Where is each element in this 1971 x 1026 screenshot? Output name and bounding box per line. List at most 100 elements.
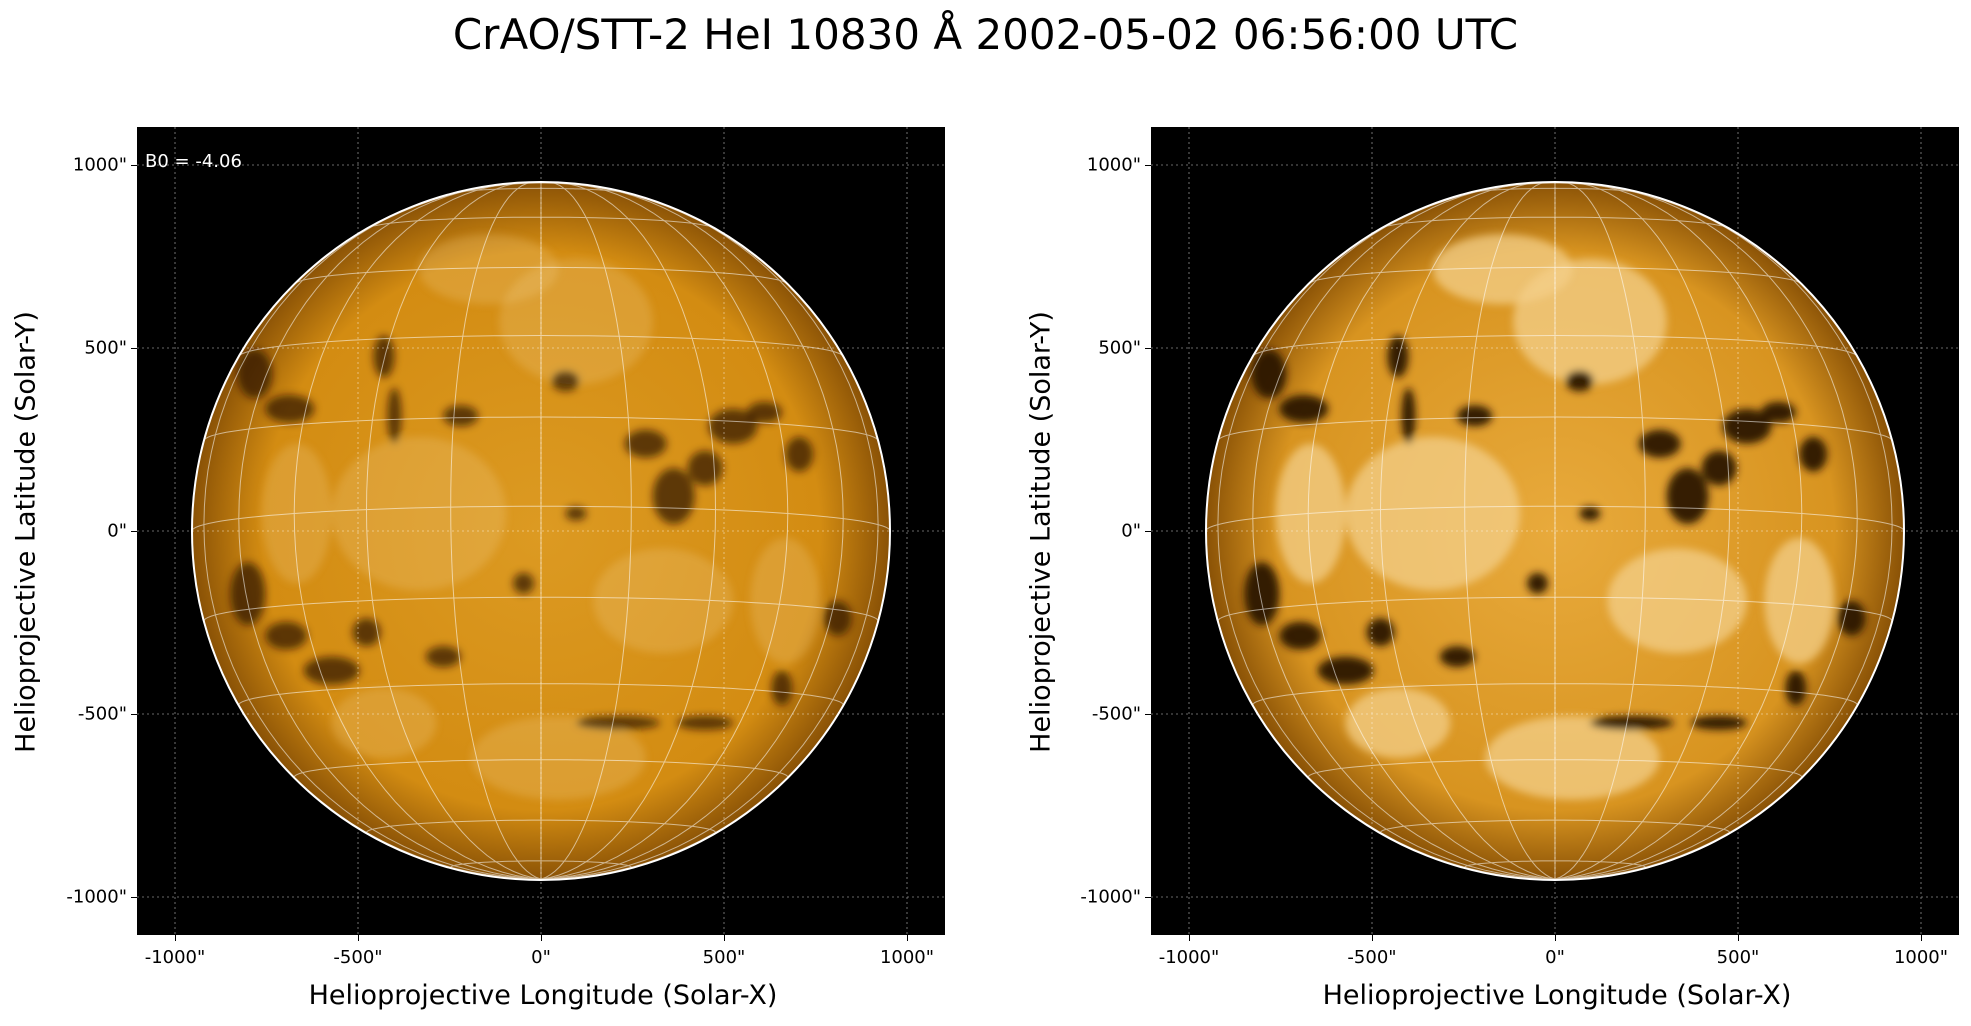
right-longitude-line (1307, 181, 1556, 880)
right-longitude-line (1554, 181, 1803, 880)
right-y-tick-label: 1000" (1086, 154, 1141, 176)
left-dark-filament (513, 572, 535, 594)
right-bright-region (1345, 436, 1521, 591)
right-solar-image (1151, 127, 1959, 935)
left-dark-filament (265, 394, 315, 423)
right-dark-filament (1366, 618, 1395, 647)
right-x-tick-mark (1920, 935, 1922, 941)
figure-title: CrAO/STT-2 HeI 10830 Å 2002-05-02 06:56:… (452, 10, 1519, 59)
right-dark-filament (1589, 715, 1674, 730)
left-dark-filament (823, 600, 852, 636)
left-y-tick-label: -1000" (66, 886, 127, 908)
left-dark-filament (265, 621, 308, 650)
left-y-tick-mark (131, 164, 137, 166)
left-bright-region (331, 436, 507, 591)
left-y-tick-mark (131, 713, 137, 715)
right-dark-filament (1527, 572, 1549, 594)
left-bright-region (593, 548, 733, 654)
right-longitude-line (1252, 182, 1556, 880)
right-dark-filament (1691, 715, 1747, 730)
left-dark-filament (624, 429, 667, 458)
right-bright-region (1345, 688, 1451, 758)
right-dark-filament (1799, 436, 1828, 472)
left-dark-filament (237, 349, 273, 399)
left-longitude-line (293, 181, 542, 880)
left-x-tick-mark (540, 935, 542, 941)
left-y-tick-label: 0" (107, 520, 127, 542)
left-x-tick-mark (906, 935, 908, 941)
left-dark-filament (387, 387, 402, 444)
left-x-tick-label: 1000" (879, 947, 935, 968)
right-dark-filament (1401, 387, 1416, 444)
left-dark-filament (708, 408, 758, 444)
right-y-tick-label: -500" (1091, 703, 1141, 725)
right-x-tick-mark (1371, 935, 1373, 941)
right-x-tick-mark (1554, 935, 1556, 941)
left-x-tick-label: 0" (531, 947, 551, 968)
left-dark-filament (652, 468, 695, 525)
left-x-axis-label: Helioprojective Longitude (Solar-X) (308, 980, 778, 1011)
b0-annotation: B0 = -4.06 (145, 151, 242, 172)
left-x-tick-label: 500" (702, 947, 746, 968)
left-y-axis-label: Helioprojective Latitude (Solar-Y) (10, 311, 42, 753)
right-y-tick-mark (1145, 164, 1151, 166)
right-dark-filament (1666, 468, 1709, 525)
left-dark-filament (425, 646, 461, 668)
right-y-tick-label: -1000" (1080, 886, 1141, 908)
left-dark-filament (551, 370, 580, 392)
right-longitude-line (1554, 181, 1731, 880)
right-x-tick-label: 500" (1716, 947, 1760, 968)
left-longitude-line (365, 181, 542, 880)
right-dark-filament (1279, 621, 1322, 650)
left-dark-filament (303, 656, 360, 685)
left-solar-image: B0 = -4.06 (137, 127, 945, 935)
right-dark-filament (1638, 429, 1681, 458)
left-y-tick-label: 500" (84, 337, 127, 359)
left-dark-filament (230, 562, 266, 626)
left-dark-filament (565, 506, 587, 521)
left-dark-filament (785, 436, 814, 472)
left-y-tick-mark (131, 530, 137, 532)
right-longitude-line (1379, 181, 1556, 880)
left-sun-disk-map (137, 127, 945, 935)
right-y-tick-mark (1145, 713, 1151, 715)
right-dark-filament (1760, 401, 1796, 423)
right-dark-filament (1251, 349, 1287, 399)
right-sun-disk-map (1151, 127, 1959, 935)
right-x-tick-label: -1000" (1158, 947, 1220, 968)
right-bright-region (1764, 537, 1835, 664)
right-dark-filament (1722, 408, 1772, 444)
right-dark-filament (1439, 646, 1475, 668)
left-x-tick-mark (357, 935, 359, 941)
left-dark-filament (352, 618, 381, 647)
right-longitude-line (1554, 182, 1858, 880)
right-x-tick-mark (1737, 935, 1739, 941)
right-dark-filament (1565, 370, 1594, 392)
left-bright-region (750, 537, 821, 664)
left-dark-filament (746, 401, 782, 423)
left-x-tick-mark (723, 935, 725, 941)
left-x-tick-label: -1000" (144, 947, 206, 968)
left-longitude-line (238, 182, 542, 880)
left-y-tick-mark (131, 347, 137, 349)
right-y-tick-label: 0" (1121, 520, 1141, 542)
left-x-tick-mark (174, 935, 176, 941)
left-dark-filament (575, 715, 660, 730)
left-longitude-line (540, 182, 844, 880)
right-x-tick-label: 0" (1545, 947, 1565, 968)
right-y-axis-label: Helioprojective Latitude (Solar-Y) (1025, 311, 1057, 753)
left-dark-filament (677, 715, 733, 730)
right-y-tick-mark (1145, 896, 1151, 898)
left-bright-region (418, 234, 559, 305)
right-dark-filament (1244, 562, 1280, 626)
right-dark-filament (1837, 600, 1866, 636)
right-dark-filament (1457, 405, 1493, 427)
right-dark-filament (1279, 394, 1329, 423)
right-dark-filament (1387, 335, 1409, 378)
right-x-tick-label: -500" (1347, 947, 1397, 968)
left-longitude-line (540, 181, 789, 880)
left-bright-region (471, 715, 646, 800)
right-dark-filament (1701, 450, 1737, 486)
left-x-tick-label: -500" (333, 947, 383, 968)
left-dark-filament (373, 335, 395, 378)
